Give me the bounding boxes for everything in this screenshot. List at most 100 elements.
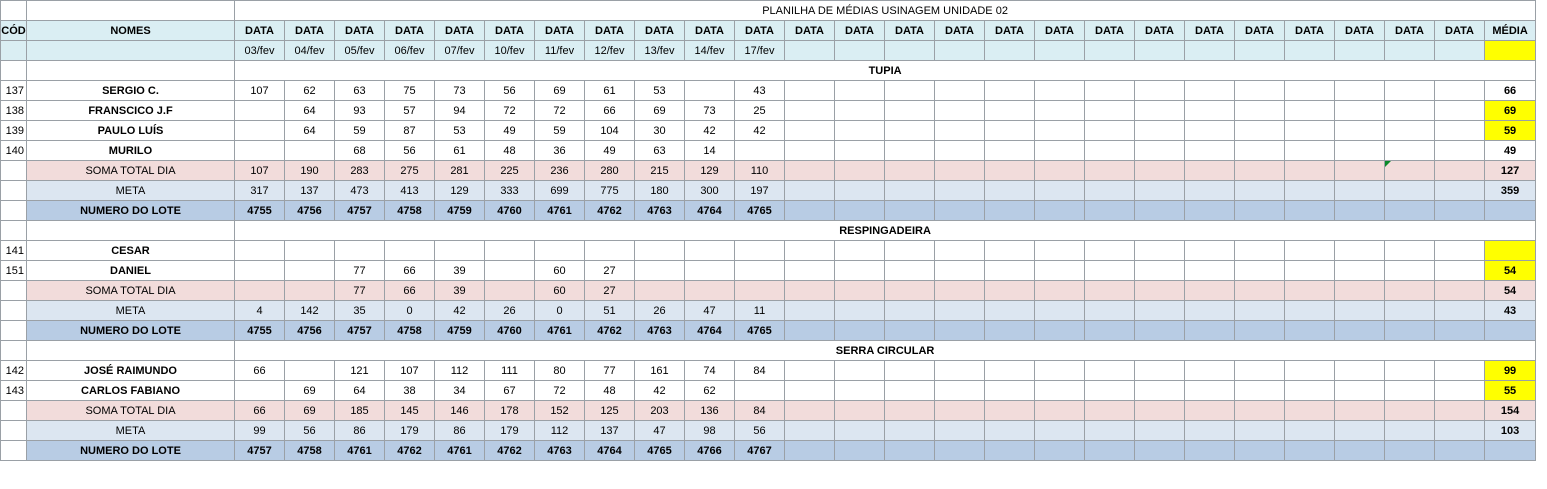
value-cell[interactable]: 4761 xyxy=(334,440,385,461)
value-cell[interactable] xyxy=(1334,120,1385,141)
value-cell[interactable]: 215 xyxy=(634,160,685,181)
empty-cell[interactable] xyxy=(26,60,235,81)
header-data[interactable]: DATA xyxy=(1234,20,1285,41)
header-data[interactable]: DATA xyxy=(834,20,885,41)
date-cell[interactable]: 03/fev xyxy=(234,40,285,61)
value-cell[interactable] xyxy=(884,360,935,381)
value-cell[interactable]: 53 xyxy=(634,80,685,101)
value-cell[interactable]: 4762 xyxy=(484,440,535,461)
value-cell[interactable]: 180 xyxy=(634,180,685,201)
value-cell[interactable]: 87 xyxy=(384,120,435,141)
date-cell[interactable] xyxy=(1334,40,1385,61)
header-data[interactable]: DATA xyxy=(1334,20,1385,41)
value-cell[interactable] xyxy=(834,320,885,341)
media-cell[interactable]: 54 xyxy=(1483,260,1537,281)
value-cell[interactable] xyxy=(734,140,785,161)
value-cell[interactable]: 4756 xyxy=(284,200,335,221)
value-cell[interactable]: 64 xyxy=(284,120,335,141)
value-cell[interactable] xyxy=(934,140,985,161)
value-cell[interactable] xyxy=(1084,260,1135,281)
value-cell[interactable] xyxy=(934,100,985,121)
date-cell[interactable] xyxy=(1284,40,1335,61)
value-cell[interactable] xyxy=(1084,160,1135,181)
value-cell[interactable] xyxy=(1084,100,1135,121)
value-cell[interactable]: 42 xyxy=(434,300,485,321)
value-cell[interactable] xyxy=(1184,320,1235,341)
value-cell[interactable] xyxy=(1234,180,1285,201)
value-cell[interactable] xyxy=(1184,160,1235,181)
value-cell[interactable] xyxy=(834,80,885,101)
value-cell[interactable] xyxy=(1284,300,1335,321)
date-cell[interactable]: 13/fev xyxy=(634,40,685,61)
value-cell[interactable] xyxy=(1134,280,1185,301)
value-cell[interactable] xyxy=(1084,380,1135,401)
value-cell[interactable]: 25 xyxy=(734,100,785,121)
value-cell[interactable]: 146 xyxy=(434,400,485,421)
value-cell[interactable]: 56 xyxy=(484,80,535,101)
value-cell[interactable] xyxy=(234,120,285,141)
value-cell[interactable] xyxy=(1434,180,1485,201)
value-cell[interactable]: 4755 xyxy=(234,320,285,341)
empty-cell[interactable] xyxy=(0,220,27,241)
value-cell[interactable] xyxy=(1184,200,1235,221)
value-cell[interactable] xyxy=(1334,100,1385,121)
value-cell[interactable]: 27 xyxy=(584,280,635,301)
value-cell[interactable]: 4 xyxy=(234,300,285,321)
header-data[interactable]: DATA xyxy=(534,20,585,41)
value-cell[interactable] xyxy=(784,320,835,341)
value-cell[interactable] xyxy=(1234,420,1285,441)
value-cell[interactable] xyxy=(1084,420,1135,441)
value-cell[interactable] xyxy=(1334,280,1385,301)
value-cell[interactable] xyxy=(1284,320,1335,341)
value-cell[interactable] xyxy=(834,240,885,261)
value-cell[interactable] xyxy=(1384,260,1435,281)
value-cell[interactable]: 413 xyxy=(384,180,435,201)
value-cell[interactable] xyxy=(1234,120,1285,141)
value-cell[interactable] xyxy=(1384,280,1435,301)
value-cell[interactable] xyxy=(1284,380,1335,401)
header-data[interactable]: DATA xyxy=(334,20,385,41)
value-cell[interactable] xyxy=(1284,440,1335,461)
value-cell[interactable]: 56 xyxy=(284,420,335,441)
value-cell[interactable] xyxy=(1084,300,1135,321)
worker-cod[interactable]: 143 xyxy=(0,380,27,401)
value-cell[interactable] xyxy=(1284,360,1335,381)
value-cell[interactable]: 84 xyxy=(734,400,785,421)
value-cell[interactable] xyxy=(1234,380,1285,401)
value-cell[interactable] xyxy=(784,100,835,121)
value-cell[interactable] xyxy=(834,260,885,281)
header-data[interactable]: DATA xyxy=(784,20,835,41)
value-cell[interactable] xyxy=(884,380,935,401)
value-cell[interactable] xyxy=(1434,80,1485,101)
value-cell[interactable]: 42 xyxy=(634,380,685,401)
value-cell[interactable]: 66 xyxy=(234,360,285,381)
value-cell[interactable]: 84 xyxy=(734,360,785,381)
value-cell[interactable] xyxy=(1134,360,1185,381)
value-cell[interactable] xyxy=(934,300,985,321)
value-cell[interactable] xyxy=(1084,360,1135,381)
header-data[interactable]: DATA xyxy=(584,20,635,41)
date-cell[interactable] xyxy=(1034,40,1085,61)
empty-cell[interactable] xyxy=(0,0,27,21)
value-cell[interactable]: 72 xyxy=(484,100,535,121)
value-cell[interactable] xyxy=(1134,240,1185,261)
value-cell[interactable]: 64 xyxy=(334,380,385,401)
value-cell[interactable]: 75 xyxy=(384,80,435,101)
value-cell[interactable] xyxy=(1234,440,1285,461)
value-cell[interactable] xyxy=(984,280,1035,301)
value-cell[interactable]: 225 xyxy=(484,160,535,181)
value-cell[interactable]: 47 xyxy=(634,420,685,441)
value-cell[interactable] xyxy=(1034,300,1085,321)
value-cell[interactable]: 179 xyxy=(384,420,435,441)
value-cell[interactable] xyxy=(1434,400,1485,421)
value-cell[interactable] xyxy=(734,380,785,401)
value-cell[interactable] xyxy=(334,240,385,261)
value-cell[interactable]: 4758 xyxy=(284,440,335,461)
value-cell[interactable]: 11 xyxy=(734,300,785,321)
value-cell[interactable] xyxy=(1384,120,1435,141)
value-cell[interactable]: 4766 xyxy=(684,440,735,461)
value-cell[interactable] xyxy=(1334,380,1385,401)
value-cell[interactable]: 4765 xyxy=(734,200,785,221)
value-cell[interactable] xyxy=(834,300,885,321)
media-cell[interactable]: 103 xyxy=(1483,420,1537,441)
